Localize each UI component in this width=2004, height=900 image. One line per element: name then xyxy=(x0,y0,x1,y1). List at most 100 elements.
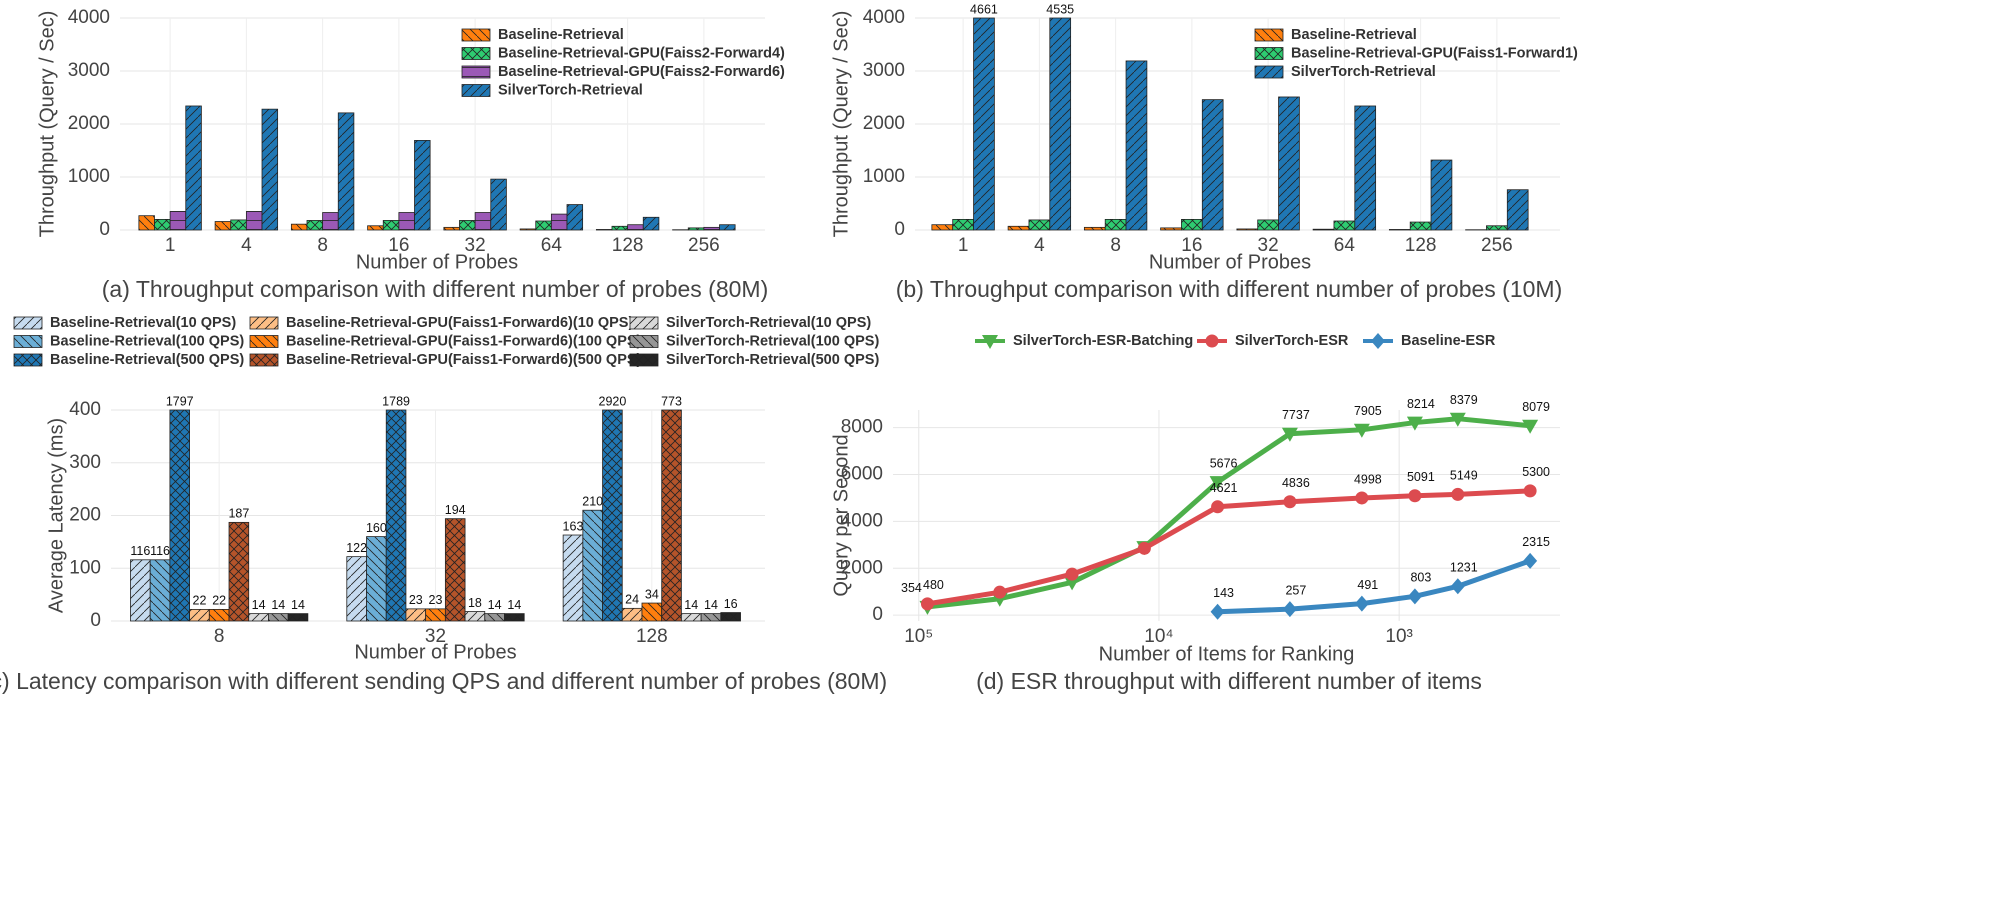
bar xyxy=(1389,229,1410,230)
x-tick-label: 16 xyxy=(1181,235,1202,256)
bar xyxy=(154,219,170,230)
legend-label: SilverTorch-Retrieval(100 QPS) xyxy=(666,333,879,349)
bar xyxy=(215,222,231,230)
data-label: 5149 xyxy=(1450,469,1478,483)
legend-label: SilverTorch-ESR xyxy=(1235,333,1349,349)
bar xyxy=(367,537,387,621)
data-label: 257 xyxy=(1285,583,1306,597)
y-tick-label: 3000 xyxy=(863,60,905,81)
legend-swatch xyxy=(630,317,658,329)
bar xyxy=(1008,226,1029,230)
legend-swatch xyxy=(462,48,490,60)
point xyxy=(1283,495,1296,508)
legend-swatch xyxy=(14,317,42,329)
bar xyxy=(1355,106,1376,230)
data-label: 491 xyxy=(1357,578,1378,592)
x-axis-label: Number of Probes xyxy=(356,251,518,273)
data-label: 18 xyxy=(468,596,482,610)
bar xyxy=(1410,222,1431,230)
x-tick-label: 256 xyxy=(688,235,720,256)
point xyxy=(993,586,1006,599)
y-tick-label: 0 xyxy=(99,219,110,240)
data-label: 116 xyxy=(150,544,170,558)
bar xyxy=(662,410,682,621)
x-tick-label: 4 xyxy=(1034,235,1045,256)
bar xyxy=(720,225,736,230)
legend-swatch xyxy=(14,336,42,348)
bar xyxy=(249,614,269,621)
bar xyxy=(1126,61,1147,230)
bar xyxy=(186,106,202,230)
data-label: 4836 xyxy=(1282,476,1310,490)
legend-label: SilverTorch-ESR-Batching xyxy=(1013,333,1193,349)
bar xyxy=(368,226,384,230)
point xyxy=(1408,489,1421,502)
y-tick-label: 100 xyxy=(69,557,101,578)
legend-label: Baseline-Retrieval-GPU(Faiss1-Forward1) xyxy=(1291,45,1578,61)
data-label: 194 xyxy=(445,503,466,517)
data-label: 7905 xyxy=(1354,404,1382,418)
bar xyxy=(190,609,210,621)
y-axis-label: Query per Second xyxy=(830,434,852,596)
bar xyxy=(681,614,701,621)
point xyxy=(1211,500,1224,513)
bar xyxy=(231,220,247,230)
bar xyxy=(1486,226,1507,230)
y-tick-label: 2000 xyxy=(68,113,110,134)
legend-marker xyxy=(1206,335,1219,348)
y-tick-label: 2000 xyxy=(863,113,905,134)
bar xyxy=(701,614,721,621)
y-tick-label: 200 xyxy=(69,505,101,526)
bar xyxy=(1105,219,1126,230)
x-tick-label: 128 xyxy=(612,235,644,256)
bar xyxy=(1258,220,1279,230)
y-tick-label: 0 xyxy=(90,610,101,631)
point xyxy=(1451,488,1464,501)
legend-label: Baseline-Retrieval xyxy=(1291,27,1417,43)
legend-swatch xyxy=(250,317,278,329)
bar xyxy=(383,220,399,230)
bar xyxy=(1202,100,1223,230)
data-label: 143 xyxy=(1213,586,1234,600)
legend-swatch xyxy=(462,66,490,78)
data-label: 163 xyxy=(563,519,584,533)
bar xyxy=(536,221,552,230)
data-label: 24 xyxy=(625,593,639,607)
bar xyxy=(246,211,262,230)
y-tick-label: 4000 xyxy=(863,7,905,28)
chart-title: (a) Throughput comparison with different… xyxy=(102,276,768,302)
bar xyxy=(268,614,288,621)
data-label: 2920 xyxy=(599,394,627,408)
bar xyxy=(563,535,583,621)
data-label: 14 xyxy=(684,598,698,612)
bar xyxy=(1084,227,1105,230)
bar xyxy=(426,609,446,621)
data-label: 4535 xyxy=(1046,2,1074,16)
bar xyxy=(953,219,974,230)
data-label: 210 xyxy=(582,495,603,509)
bar xyxy=(465,612,485,621)
data-label: 14 xyxy=(252,598,266,612)
bar xyxy=(445,519,465,621)
legend-label: Baseline-Retrieval-GPU(Faiss1-Forward6)(… xyxy=(286,352,642,368)
x-tick-label: 64 xyxy=(1334,235,1356,256)
x-tick-label: 8 xyxy=(214,626,225,647)
x-tick-label: 4 xyxy=(241,235,252,256)
data-label: 8379 xyxy=(1450,393,1478,407)
bar xyxy=(475,213,491,230)
bar xyxy=(209,609,229,621)
x-tick-label: 1 xyxy=(165,235,176,256)
x-tick-label: 64 xyxy=(541,235,563,256)
bar xyxy=(603,410,623,621)
y-axis-label: Average Latency (ms) xyxy=(45,418,67,613)
x-axis-label: Number of Probes xyxy=(1149,251,1311,273)
legend-swatch xyxy=(250,336,278,348)
legend-label: Baseline-Retrieval(100 QPS) xyxy=(50,333,244,349)
bar xyxy=(628,225,644,230)
data-label: 14 xyxy=(291,598,305,612)
data-label: 160 xyxy=(366,521,387,535)
legend-swatch xyxy=(1255,48,1283,60)
legend-label: Baseline-Retrieval-GPU(Faiss2-Forward6) xyxy=(498,64,785,80)
bar xyxy=(1161,228,1182,230)
bar xyxy=(612,226,628,230)
